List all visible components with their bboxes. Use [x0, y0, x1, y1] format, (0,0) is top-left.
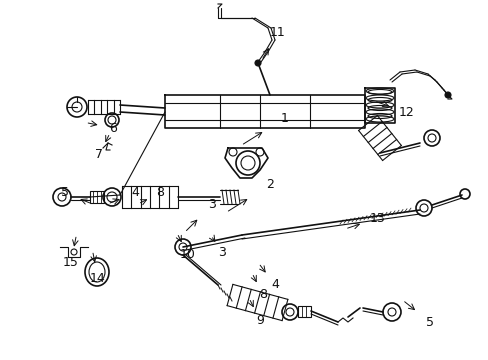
Text: 15: 15 [63, 256, 79, 269]
Text: 14: 14 [90, 271, 106, 284]
Text: 10: 10 [180, 248, 196, 261]
Text: 3: 3 [207, 198, 216, 211]
Bar [90, 191, 104, 203]
Text: 2: 2 [265, 179, 273, 192]
Circle shape [254, 60, 261, 66]
Text: 11: 11 [269, 27, 285, 40]
Text: 8: 8 [156, 186, 163, 199]
Text: 4: 4 [131, 186, 139, 199]
Text: 5: 5 [61, 186, 69, 199]
Text: 8: 8 [259, 288, 266, 302]
Bar [297, 306, 310, 317]
Polygon shape [364, 88, 394, 123]
Text: 5: 5 [425, 315, 433, 328]
Polygon shape [224, 148, 267, 178]
Circle shape [444, 92, 450, 98]
Text: 6: 6 [109, 122, 117, 135]
Text: 12: 12 [398, 105, 414, 118]
Text: 4: 4 [270, 279, 278, 292]
Text: 3: 3 [218, 246, 225, 258]
Text: 1: 1 [281, 112, 288, 125]
Text: 13: 13 [369, 211, 385, 225]
Polygon shape [164, 95, 364, 128]
Text: 7: 7 [95, 148, 103, 162]
Text: 9: 9 [256, 314, 264, 327]
